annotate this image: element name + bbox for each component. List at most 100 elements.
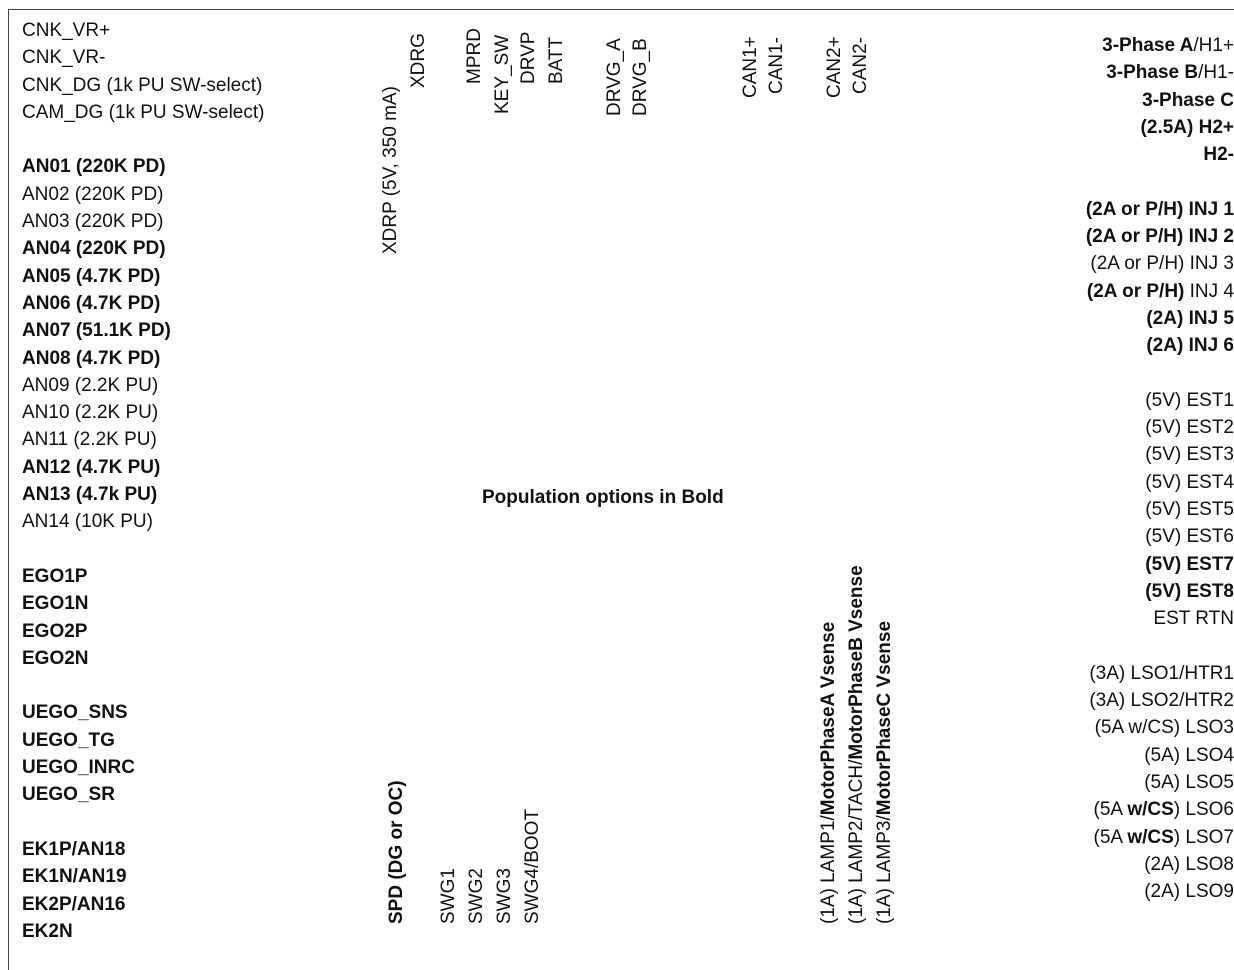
left-pin-label: AN02 (220K PD) xyxy=(22,181,264,208)
right-pin-label-text: (2A) LSO8 xyxy=(1144,853,1234,875)
left-pin-label: AN11 (2.2K PU) xyxy=(22,426,264,453)
left-pin-label-text: CNK_DG (1k PU SW-select) xyxy=(22,74,263,96)
right-pin-label-text: (3A) LSO1/HTR1 xyxy=(1089,662,1234,684)
right-pin-label: (5V) EST1 xyxy=(1086,387,1234,414)
right-pin-label-text: 3-Phase xyxy=(1102,35,1180,56)
left-pin-label-text: EGO2N xyxy=(22,647,89,669)
left-pin-label-text: AN04 (220K PD) xyxy=(22,238,166,260)
left-pin-label: EGO1P xyxy=(22,563,264,590)
left-pin-label: UEGO_TG xyxy=(22,727,264,754)
right-pin-label-text: (3A) LSO2/HTR2 xyxy=(1089,690,1234,712)
right-pin-label-text: (5V) EST7 xyxy=(1145,553,1234,575)
left-pin-label: EK2P/AN16 xyxy=(22,891,264,918)
left-pin-label: AN05 (4.7K PD) xyxy=(22,263,264,290)
right-pin-label-text: (5V) EST8 xyxy=(1145,580,1234,602)
right-pin-label-text: (5V) EST2 xyxy=(1145,417,1234,439)
left-pin-label-text: EK2N xyxy=(22,920,73,942)
pin-label-can1p: CAN1+ xyxy=(740,36,761,98)
right-pin-label-text: (5V) EST3 xyxy=(1145,444,1234,466)
left-pin-label-text: AN10 (2.2K PU) xyxy=(22,402,159,424)
left-pin-label-text: AN03 (220K PD) xyxy=(22,211,164,233)
lamp2-prefix: (1A) LAMP2/TACH/ xyxy=(846,759,867,924)
right-pin-label-text: (2A) LSO9 xyxy=(1144,881,1234,903)
spacer xyxy=(1086,360,1234,387)
left-pin-label-text: AN08 (4.7K PD) xyxy=(22,347,161,369)
left-pin-label: AN04 (220K PD) xyxy=(22,235,264,262)
left-pin-label: EGO1N xyxy=(22,590,264,617)
right-pin-label: (5V) EST3 xyxy=(1086,441,1234,468)
right-pin-label: (5A w/CS) LSO6 xyxy=(1086,796,1234,823)
left-pin-label: AN07 (51.1K PD) xyxy=(22,317,264,344)
right-pin-label-text: w/CS xyxy=(1127,799,1174,821)
left-pin-label: EGO2P xyxy=(22,618,264,645)
population-note: Population options in Bold xyxy=(482,487,724,508)
left-pin-label-text: UEGO_TG xyxy=(22,729,115,751)
left-pin-label-text: EK2P/AN16 xyxy=(22,893,126,915)
right-pin-label-text: (2A or P/H) INJ 2 xyxy=(1085,226,1234,248)
right-pin-label-text: (2A or P/H) INJ 3 xyxy=(1090,253,1234,275)
pin-label-can2p: CAN2+ xyxy=(824,36,845,98)
right-pin-label-text: (5V) EST4 xyxy=(1145,471,1234,493)
left-pin-label: AN03 (220K PD) xyxy=(22,208,264,235)
left-pin-label: UEGO_INRC xyxy=(22,754,264,781)
left-pin-label-text: UEGO_SR xyxy=(22,784,115,806)
left-pin-label: AN08 (4.7K PD) xyxy=(22,345,264,372)
right-pin-label: (5A) LSO4 xyxy=(1086,742,1234,769)
left-pin-label: AN06 (4.7K PD) xyxy=(22,290,264,317)
pin-label-lamp1: (1A) LAMP1/MotorPhaseA Vsense xyxy=(818,622,840,924)
right-pin-label: (5V) EST8 xyxy=(1086,578,1234,605)
left-pin-label-text: EGO2P xyxy=(22,620,88,642)
pin-label-lamp2: (1A) LAMP2/TACH/MotorPhaseB Vsense xyxy=(846,565,868,924)
right-pin-label-text: (2.5A) H2+ xyxy=(1140,116,1234,138)
right-pin-label: (5V) EST4 xyxy=(1086,469,1234,496)
right-pin-label-text: (2A) INJ 5 xyxy=(1146,307,1234,329)
left-pin-label: CNK_DG (1k PU SW-select) xyxy=(22,72,264,99)
left-pin-label: AN12 (4.7K PU) xyxy=(22,454,264,481)
right-pin-label: (3A) LSO1/HTR1 xyxy=(1086,660,1234,687)
left-pin-label-text: AN07 (51.1K PD) xyxy=(22,320,171,342)
pin-label-spd: SPD (DG or OC) xyxy=(386,780,407,924)
left-pin-label: UEGO_SNS xyxy=(22,699,264,726)
pin-label-xdrp: XDRP (5V, 350 mA) xyxy=(380,86,401,254)
spacer xyxy=(22,672,264,699)
pin-label-swg3: SWG3 xyxy=(494,868,515,924)
left-pin-label: UEGO_SR xyxy=(22,781,264,808)
left-pin-label-text: AN13 (4.7k PU) xyxy=(22,484,158,506)
right-pin-label: (2A or P/H) INJ 3 xyxy=(1086,250,1234,277)
diagram-frame xyxy=(8,9,1234,970)
right-pin-label: (5V) EST7 xyxy=(1086,551,1234,578)
left-pin-label-text: AN05 (4.7K PD) xyxy=(22,265,161,287)
right-pin-label: H2- xyxy=(1086,141,1234,168)
pin-label-can1n: CAN1- xyxy=(766,36,787,94)
right-pin-label: (5V) EST6 xyxy=(1086,523,1234,550)
left-pin-label: CNK_VR- xyxy=(22,44,264,71)
right-pin-label-text: ) LSO6 xyxy=(1173,799,1234,821)
right-pin-label-text: (5V) EST1 xyxy=(1145,389,1234,411)
pin-label-drvp: DRVP xyxy=(518,31,539,84)
left-pin-label: EK1N/AN19 xyxy=(22,863,264,890)
right-pin-label-text: (5A) LSO4 xyxy=(1144,744,1234,766)
right-pin-label-text: 3-Phase C xyxy=(1142,89,1234,111)
right-pin-label-text: /H1+ xyxy=(1193,35,1234,56)
pin-label-batt: BATT xyxy=(546,36,567,84)
right-pin-label: (2A or P/H) INJ 2 xyxy=(1086,223,1234,250)
left-pin-label-text: EK1P/AN18 xyxy=(22,838,126,860)
right-pin-label: (2A) LSO9 xyxy=(1086,878,1234,905)
left-pin-label-text: EGO1P xyxy=(22,565,88,587)
right-pin-label-text: H2- xyxy=(1203,144,1234,166)
left-pin-label: CNK_VR+ xyxy=(22,17,264,44)
left-pin-label-text: AN14 (10K PU) xyxy=(22,511,153,533)
right-pin-label: (5V) EST2 xyxy=(1086,414,1234,441)
right-pin-label-text: (2A or P/H) INJ 1 xyxy=(1085,198,1234,220)
pin-label-can2n: CAN2- xyxy=(850,36,871,94)
left-pin-label-text: AN01 (220K PD) xyxy=(22,156,166,178)
pin-label-swg1: SWG1 xyxy=(438,868,459,924)
left-pin-list: CNK_VR+ CNK_VR- CNK_DG (1k PU SW-select) CA… xyxy=(22,17,264,945)
right-pin-label: (2A) INJ 6 xyxy=(1086,332,1234,359)
spacer xyxy=(1086,168,1234,195)
lamp1-bold: MotorPhaseA Vsense xyxy=(818,621,839,816)
pin-label-lamp3: (1A) LAMP3/MotorPhaseC Vsense xyxy=(874,621,896,924)
right-pin-label-text: (5A xyxy=(1093,826,1128,848)
right-pin-label: (5A w/CS) LSO7 xyxy=(1086,824,1234,851)
right-pin-label-text: (5A w/CS) LSO3 xyxy=(1094,717,1234,739)
